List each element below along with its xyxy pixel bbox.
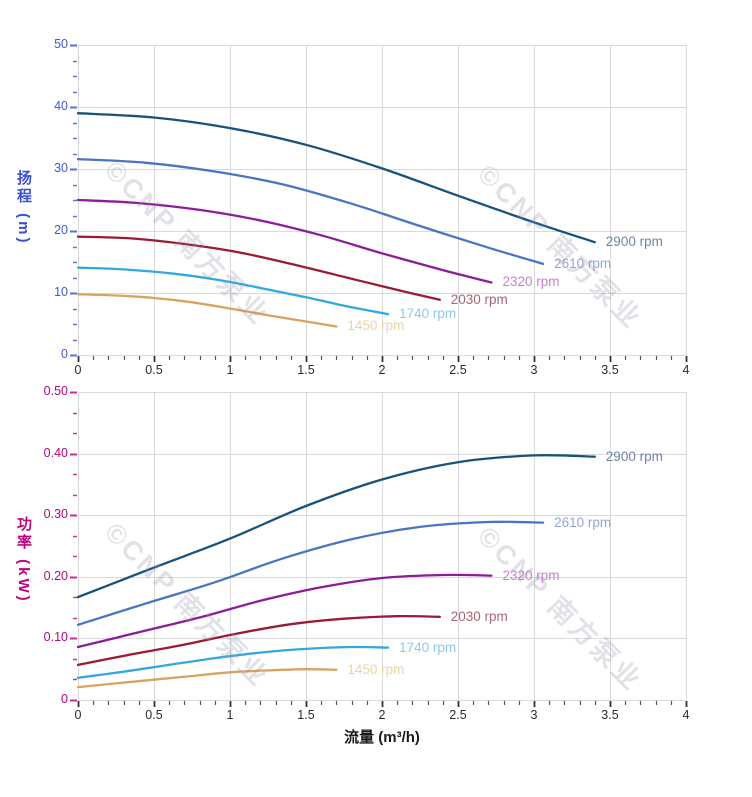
head-series-label-2610-rpm: 2610 rpm bbox=[554, 255, 612, 271]
power-series-label-1450-rpm: 1450 rpm bbox=[347, 661, 405, 677]
power-xtick-label: 1.5 bbox=[297, 708, 315, 722]
head-ytick-label: 30 bbox=[54, 161, 68, 175]
head-xtick-label: 2.5 bbox=[449, 363, 467, 377]
head-series-label-2320-rpm: 2320 rpm bbox=[502, 274, 560, 290]
power-series-label-2030-rpm: 2030 rpm bbox=[450, 608, 508, 624]
head-xtick-label: 3 bbox=[530, 363, 538, 377]
head-ytick-label: 10 bbox=[54, 285, 68, 299]
head-curve-2320-rpm bbox=[76, 198, 493, 284]
power-xtick-label: 3 bbox=[530, 708, 538, 722]
head-axis-title: 扬程 (m) bbox=[15, 170, 32, 246]
power-xtick-label: 3.5 bbox=[601, 708, 619, 722]
head-curve-2610-rpm bbox=[76, 157, 545, 266]
head-ytick-label: 0 bbox=[61, 347, 68, 361]
power-series-label-2610-rpm: 2610 rpm bbox=[554, 514, 612, 530]
power-xtick-label: 1 bbox=[226, 708, 234, 722]
power-ytick-label: 0.10 bbox=[43, 630, 68, 645]
power-xtick-label: 0.5 bbox=[145, 708, 163, 722]
head-series-label-2900-rpm: 2900 rpm bbox=[605, 234, 663, 250]
power-xtick-label: 4 bbox=[682, 708, 690, 722]
power-xtick-label: 2 bbox=[378, 708, 386, 722]
head-xtick-label: 1 bbox=[226, 363, 234, 377]
head-series-label-1740-rpm: 1740 rpm bbox=[399, 306, 457, 322]
head-curve-2030-rpm bbox=[76, 235, 441, 301]
head-xtick-label: 0 bbox=[74, 363, 82, 377]
head-xtick-label: 1.5 bbox=[297, 363, 315, 377]
power-ytick-label: 0.30 bbox=[43, 507, 68, 522]
power-curve-2320-rpm bbox=[76, 573, 493, 649]
power-curve-2900-rpm bbox=[76, 454, 596, 599]
head-xtick-label: 2 bbox=[378, 363, 386, 377]
power-ytick-label: 0.40 bbox=[43, 445, 68, 460]
power-series-label-2320-rpm: 2320 rpm bbox=[502, 567, 560, 583]
head-xtick-label: 3.5 bbox=[601, 363, 619, 377]
power-ytick-label: 0.20 bbox=[43, 568, 68, 583]
power-ytick-label: 0 bbox=[61, 692, 68, 706]
power-series-label-2900-rpm: 2900 rpm bbox=[605, 448, 663, 464]
head-ytick-label: 50 bbox=[54, 37, 68, 51]
head-series-label-2030-rpm: 2030 rpm bbox=[450, 291, 508, 307]
head-series-label-1450-rpm: 1450 rpm bbox=[347, 318, 405, 334]
head-curve-1450-rpm bbox=[76, 293, 338, 328]
head-ytick-label: 20 bbox=[54, 223, 68, 237]
head-curve-1740-rpm bbox=[76, 266, 390, 316]
flow-axis-title: 流量 (m³/h) bbox=[344, 729, 420, 746]
power-axis-title: 功率 (kW) bbox=[15, 516, 32, 604]
power-xtick-label: 0 bbox=[74, 708, 82, 722]
power-curve-1740-rpm bbox=[76, 645, 390, 679]
head-xtick-label: 0.5 bbox=[145, 363, 163, 377]
head-ytick-label: 40 bbox=[54, 99, 68, 113]
power-ytick-label: 0.50 bbox=[43, 384, 68, 398]
head-curve-2900-rpm bbox=[76, 112, 596, 244]
power-curve-1450-rpm bbox=[76, 668, 338, 689]
power-curve-2610-rpm bbox=[76, 520, 545, 626]
power-series-label-1740-rpm: 1740 rpm bbox=[399, 639, 457, 655]
head-xtick-label: 4 bbox=[682, 363, 690, 377]
power-curve-2030-rpm bbox=[76, 614, 441, 667]
power-xtick-label: 2.5 bbox=[449, 708, 467, 722]
